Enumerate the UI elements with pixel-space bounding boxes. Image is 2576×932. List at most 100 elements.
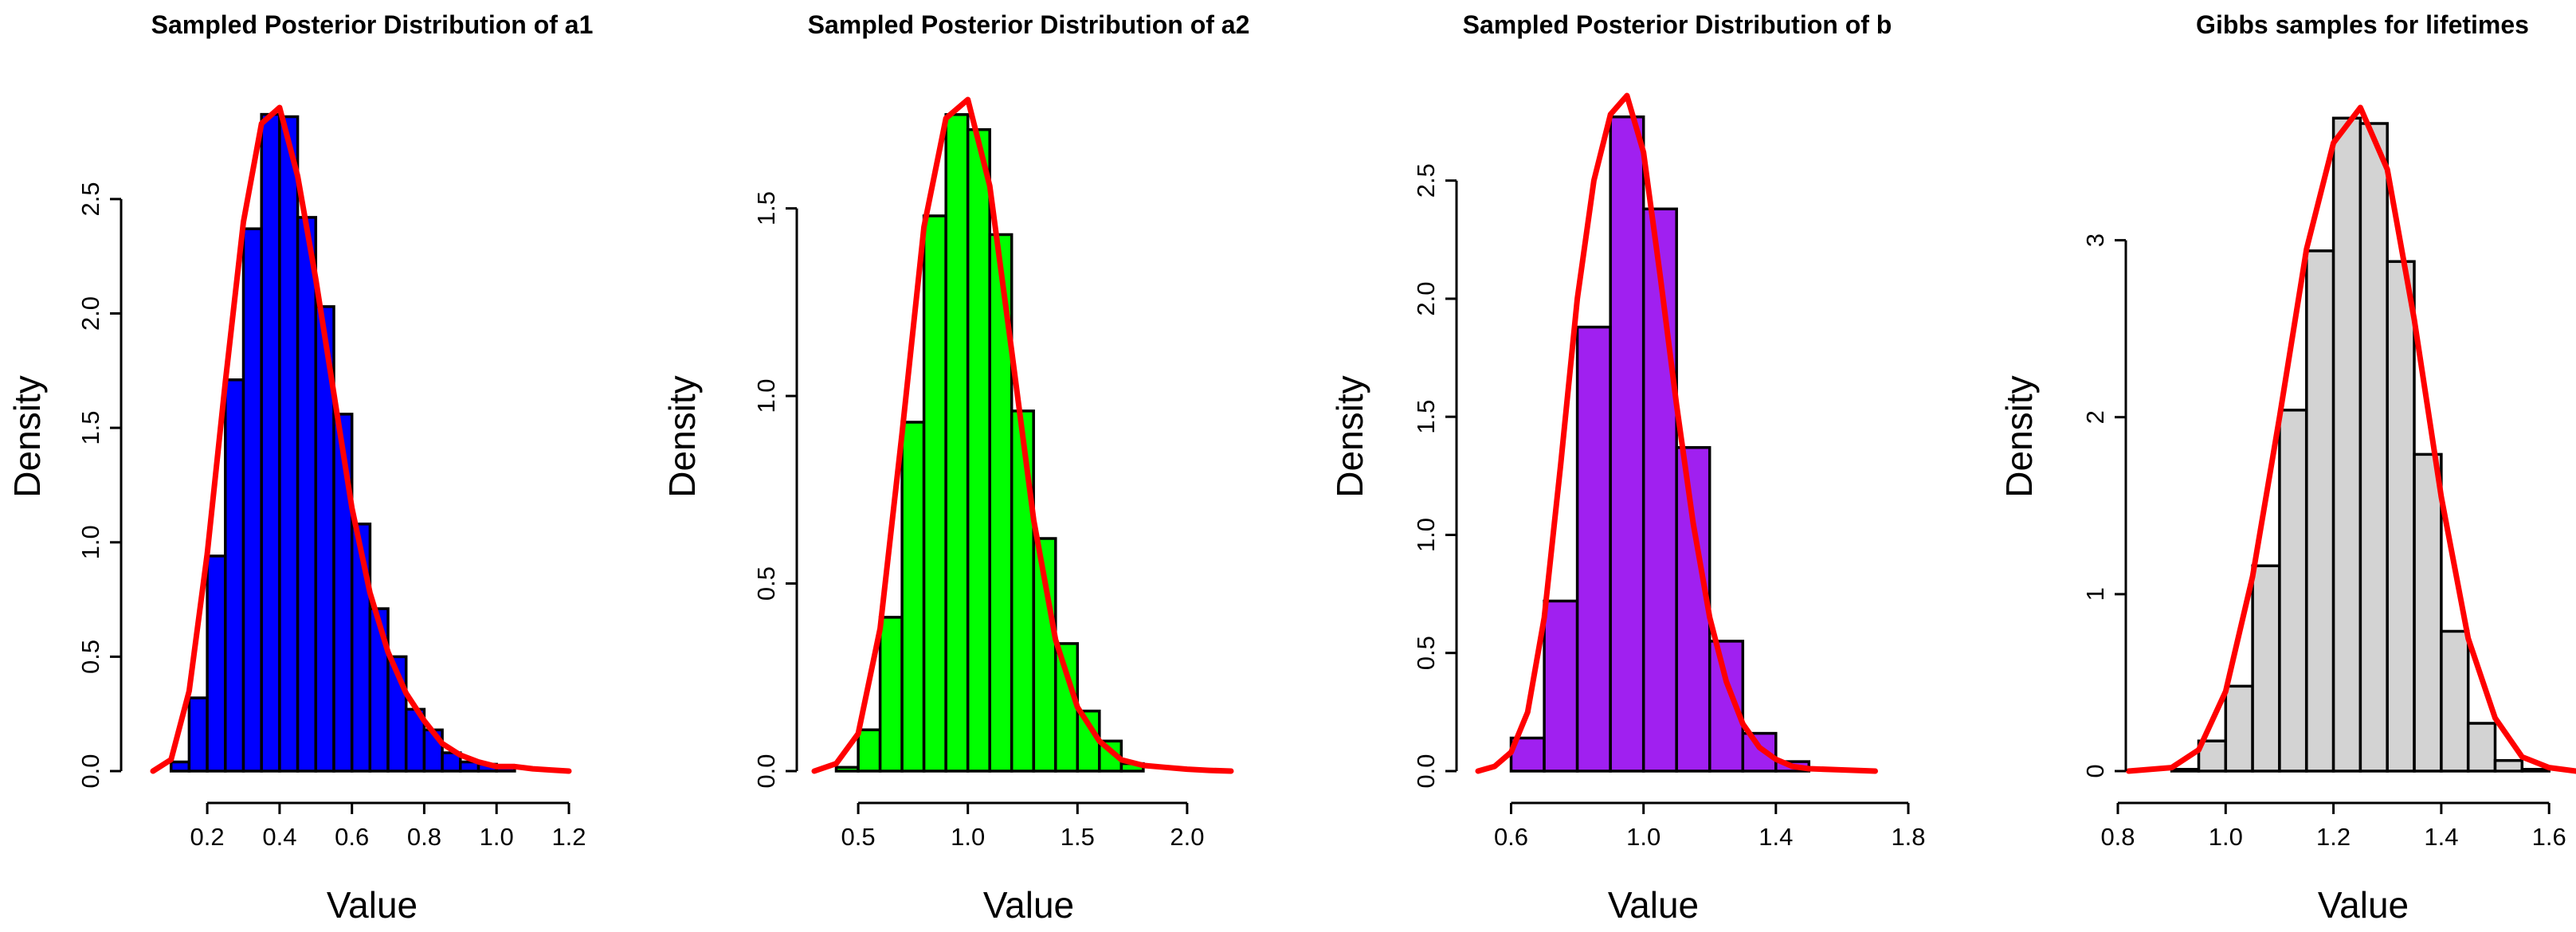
density-curve-layer <box>2126 104 2576 774</box>
histogram-bar <box>2493 758 2524 773</box>
x-tick-label: 0.5 <box>841 823 876 851</box>
histogram-bar <box>296 216 318 773</box>
density-curve-layer <box>811 96 1234 774</box>
x-tick-label: 1.0 <box>1626 823 1660 851</box>
histogram-bar <box>1054 642 1080 773</box>
chart-title: Sampled Posterior Distribution of a2 <box>808 10 1250 39</box>
x-tick-label: 0.8 <box>407 823 441 851</box>
y-tick-label: 2.5 <box>76 182 104 216</box>
x-tick-label: 1.0 <box>480 823 514 851</box>
y-tick-label: 2.0 <box>1412 281 1440 315</box>
histogram-bar <box>1741 731 1778 773</box>
histogram-bar <box>2331 116 2362 773</box>
chart-title: Sampled Posterior Distribution of a1 <box>151 10 594 39</box>
histogram-bar <box>187 696 209 773</box>
axes: 0.0 0.5 1.0 1.5 2.0 2.5 0.2 0.4 0.6 0.8 1.0 1.2 <box>76 182 586 851</box>
histogram-bar <box>1575 325 1612 773</box>
x-tick-label: 1.2 <box>551 823 586 851</box>
y-tick-label: 0.5 <box>752 566 780 601</box>
y-tick-label: 2 <box>2081 410 2109 424</box>
histogram-bar <box>278 115 300 773</box>
x-tick-label: 1.0 <box>951 823 985 851</box>
panel-lifetimes: Gibbs samples for lifetimes Density Valu… <box>1998 10 2576 926</box>
histogram-bar <box>241 227 263 773</box>
histogram-bar <box>900 421 926 773</box>
y-tick-label: 1.5 <box>752 191 780 225</box>
histogram-bar <box>368 607 390 773</box>
x-tick-label: 2.0 <box>1170 823 1204 851</box>
x-tick-label: 1.4 <box>2424 823 2458 851</box>
histogram-bar <box>2251 564 2281 773</box>
y-tick-label: 0.5 <box>76 640 104 674</box>
y-tick-label: 0.0 <box>752 754 780 788</box>
density-curve <box>2126 104 2576 774</box>
x-axis-label: Value <box>2318 884 2409 926</box>
panel-b: Sampled Posterior Distribution of b Dens… <box>1329 10 1926 926</box>
histogram-bar <box>2197 739 2228 773</box>
histogram-bar <box>2170 768 2201 773</box>
histogram-bar <box>834 766 860 773</box>
x-tick-label: 0.6 <box>1494 823 1528 851</box>
y-tick-label: 2.0 <box>76 296 104 331</box>
y-tick-label: 1.5 <box>76 411 104 445</box>
histogram-bar <box>1543 599 1579 773</box>
x-tick-label: 0.4 <box>262 823 296 851</box>
histogram-bar <box>2305 249 2335 773</box>
bars <box>169 112 516 773</box>
histogram-bar <box>1010 409 1035 773</box>
histogram-bar <box>2466 722 2497 773</box>
histogram-bar <box>922 214 947 773</box>
x-tick-label: 0.6 <box>335 823 369 851</box>
x-tick-label: 1.6 <box>2532 823 2566 851</box>
y-tick-label: 1.0 <box>76 525 104 559</box>
histogram-bar <box>878 616 904 773</box>
histogram-bar <box>944 113 970 773</box>
y-tick-label: 1.0 <box>752 379 780 413</box>
y-tick-label: 0.5 <box>1412 636 1440 670</box>
histogram-bar <box>2413 452 2443 773</box>
y-tick-label: 1.0 <box>1412 518 1440 552</box>
histogram-bar <box>2224 684 2254 773</box>
bars <box>2170 116 2551 773</box>
panel-a2: Sampled Posterior Distribution of a2 Den… <box>661 10 1249 926</box>
y-tick-label: 2.5 <box>1412 163 1440 198</box>
bars <box>834 113 1145 773</box>
x-tick-label: 1.2 <box>2316 823 2351 851</box>
histogram-bar <box>857 728 882 773</box>
histogram-bar <box>206 554 227 773</box>
y-tick-label: 1 <box>2081 587 2109 601</box>
histogram-bar <box>169 760 191 773</box>
density-curve <box>811 96 1234 774</box>
axes: 0.0 0.5 1.0 1.5 0.5 1.0 1.5 2.0 <box>752 191 1204 851</box>
density-curve <box>150 104 572 774</box>
histogram-bar <box>1675 446 1711 773</box>
y-tick-label: 0.0 <box>76 754 104 788</box>
x-tick-label: 0.8 <box>2100 823 2135 851</box>
histogram-bar <box>2358 122 2389 773</box>
histogram-bar <box>260 112 281 773</box>
histogram-bar <box>224 378 245 773</box>
histogram-bar <box>966 127 991 773</box>
axes: 0 1 2 3 0.8 1.0 1.2 1.4 1.6 <box>2081 233 2566 851</box>
x-tick-label: 1.4 <box>1759 823 1793 851</box>
axes: 0.0 0.5 1.0 1.5 2.0 2.5 0.6 1.0 1.4 1.8 <box>1412 163 1926 851</box>
y-tick-label: 0 <box>2081 764 2109 777</box>
histogram-bar <box>2386 260 2416 773</box>
x-tick-label: 1.8 <box>1891 823 1925 851</box>
histogram-bar <box>2520 768 2551 773</box>
y-axis-label: Density <box>1998 375 2040 497</box>
x-axis-label: Value <box>327 884 418 926</box>
x-axis-label: Value <box>1608 884 1699 926</box>
panel-a1: Sampled Posterior Distribution of a1 Den… <box>6 10 593 926</box>
x-tick-label: 1.0 <box>2209 823 2243 851</box>
chart-title: Gibbs samples for lifetimes <box>2196 10 2529 39</box>
y-axis-label: Density <box>661 375 703 497</box>
y-tick-label: 3 <box>2081 233 2109 247</box>
x-tick-label: 0.2 <box>190 823 225 851</box>
density-curve <box>1475 92 1878 774</box>
y-axis-label: Density <box>6 375 48 497</box>
histogram-bar <box>1609 115 1645 773</box>
histogram-bar <box>2278 409 2308 773</box>
chart-title: Sampled Posterior Distribution of b <box>1463 10 1892 39</box>
